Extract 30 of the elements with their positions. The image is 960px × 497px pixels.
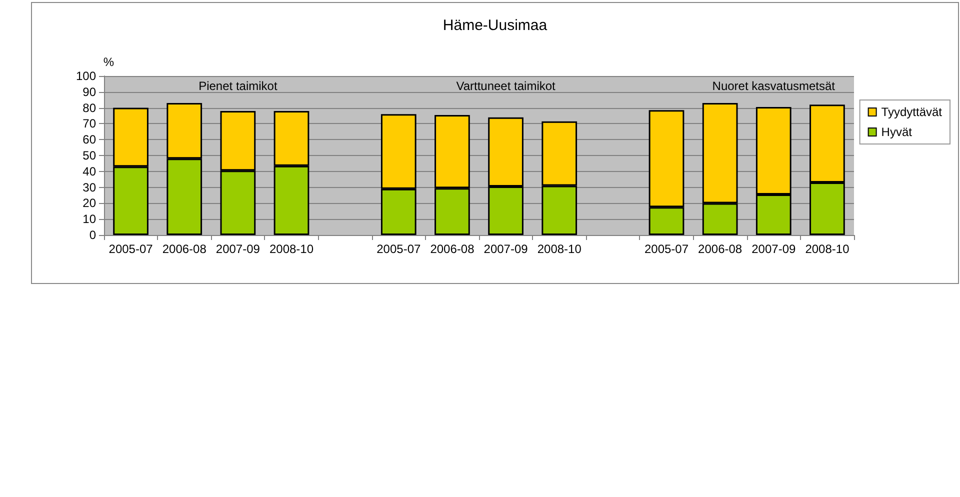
y-axis-title: % [103,55,114,69]
annotation: Nuoret kasvatusmetsät [712,79,836,93]
x-tick-label: 2005-07 [644,242,689,256]
x-tick-label: 2008-10 [805,242,850,256]
annotation: Varttuneet taimikot [456,79,556,93]
x-tick-label: 2005-07 [108,242,154,256]
y-tick-label: 30 [82,180,96,194]
y-tick-label: 80 [82,100,96,115]
x-tick-label: 2007-09 [216,242,260,256]
y-tick-label: 90 [82,84,96,99]
y-tick-label: 60 [82,132,96,147]
x-tick-label: 2005-07 [376,242,421,256]
y-tick-label: 100 [76,69,96,83]
x-tick-label: 2006-08 [698,242,742,256]
x-tick-label: 2008-10 [269,242,314,256]
x-tick-label: 2007-09 [484,242,528,256]
chart-title: Häme-Uusimaa [442,17,548,34]
x-tick-label: 2006-08 [162,242,207,256]
annotation: Pienet taimikot [198,79,278,93]
legend-label: Tyydyttävät [881,105,943,119]
y-tick-label: 20 [82,196,96,210]
y-tick-label: 10 [82,212,96,226]
x-tick-label: 2008-10 [537,242,582,256]
y-tick-label: 50 [82,148,96,162]
y-tick-label: 40 [82,164,96,178]
y-tick-label: 0 [89,228,96,242]
x-tick-label: 2007-09 [752,242,796,256]
y-tick-label: 70 [82,116,96,131]
legend-label: Hyvät [881,125,913,139]
x-tick-label: 2006-08 [430,242,475,256]
